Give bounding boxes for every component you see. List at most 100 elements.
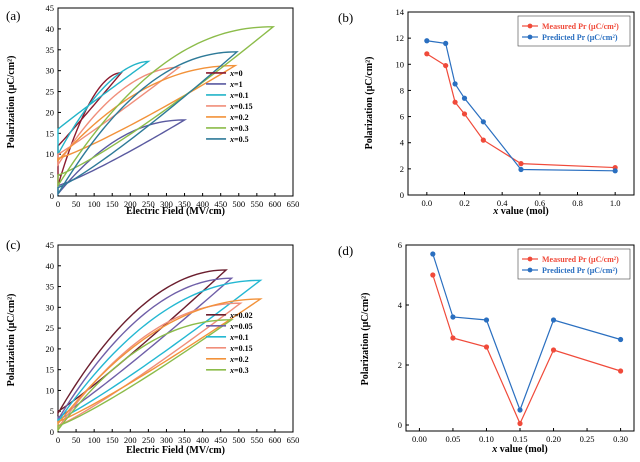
x-tick-label: 400 <box>196 199 209 209</box>
legend-value: =0.3 <box>234 366 249 375</box>
hysteresis-loop <box>57 71 123 186</box>
axis-unit: value (mol) <box>497 444 548 455</box>
legend-entry: x=0.2 <box>229 113 249 122</box>
legend-value: =0.1 <box>234 91 249 100</box>
axis-variable: x <box>491 444 497 455</box>
x-tick-label: 350 <box>178 435 191 445</box>
data-point <box>424 38 430 44</box>
legend-entry: x=0.05 <box>229 322 253 331</box>
y-tick-label: 10 <box>396 59 405 69</box>
legend-variable: x <box>229 322 234 331</box>
y-tick-label: 10 <box>46 149 55 159</box>
axis-unit: value (mol) <box>498 206 549 217</box>
data-point <box>517 407 523 413</box>
x-tick-label: 100 <box>88 435 101 445</box>
legend-entry: x=0.15 <box>229 344 253 353</box>
legend-value: =0.5 <box>234 135 249 144</box>
plot-frame <box>57 244 294 433</box>
data-point <box>518 166 524 173</box>
hysteresis-loop <box>57 279 263 424</box>
x-tick-label: 0.00 <box>412 434 427 444</box>
y-tick-label: 2 <box>398 360 402 370</box>
data-point <box>550 317 557 323</box>
x-tick-label: 0.25 <box>580 434 595 444</box>
series-line <box>426 40 616 172</box>
y-axis-label: Polarization (μC/cm²) <box>360 293 371 386</box>
legend-variable: x <box>229 311 234 320</box>
legend-value: =0 <box>234 69 243 78</box>
y-axis-label: Polarization (μC/cm²) <box>364 57 375 150</box>
y-tick-label: 10 <box>46 385 55 395</box>
y-axis-label: Polarization (μC/cm²) <box>6 294 17 387</box>
data-point <box>443 40 449 46</box>
x-tick-label: 600 <box>269 435 282 445</box>
data-point <box>550 347 557 353</box>
legend-entry: x=0.3 <box>229 366 249 375</box>
y-tick-label: 2 <box>400 164 404 174</box>
x-axis-label: Electric Field (MV/cm) <box>126 206 225 217</box>
data-point <box>461 111 468 117</box>
legend-box <box>517 15 631 47</box>
panel-label: (a) <box>6 8 20 23</box>
legend-variable: x <box>229 344 234 353</box>
data-point <box>617 336 624 343</box>
y-tick-label: 8 <box>400 85 404 95</box>
y-tick-label: 6 <box>398 240 402 250</box>
y-tick-label: 5 <box>50 170 54 180</box>
x-tick-label: 50 <box>72 199 81 209</box>
y-tick-label: 35 <box>46 282 55 292</box>
legend-variable: x <box>229 333 234 342</box>
x-tick-label: 50 <box>72 435 81 445</box>
data-point <box>612 168 618 174</box>
legend-entry: x=0.1 <box>229 333 249 342</box>
x-tick-label: 350 <box>178 199 191 209</box>
y-tick-label: 4 <box>400 138 405 148</box>
y-tick-label: 0 <box>50 191 54 201</box>
legend-entry: Predicted Pr (μC/cm²) <box>542 266 618 275</box>
x-tick-label: 650 <box>287 199 300 209</box>
plot-frame <box>407 11 635 196</box>
legend-value: =1 <box>234 80 243 89</box>
legend-entry: x=0.2 <box>229 355 249 364</box>
y-tick-label: 0 <box>50 427 54 437</box>
hysteresis-loop <box>57 277 234 422</box>
legend-box <box>517 248 631 280</box>
y-tick-label: 20 <box>46 107 55 117</box>
legend-entry: x=0 <box>229 69 243 78</box>
legend-entry: Measured Pr (μC/cm²) <box>542 22 619 31</box>
x-tick-label: 0.0 <box>422 198 433 208</box>
panel-a: 0 50 100 150 200 250 300 350 400 450 500 550 600 650 0… <box>6 3 299 217</box>
x-axis-label: Electric Field (MV/cm) <box>126 445 225 456</box>
panel-d: 0.00 0.05 0.10 0.15 0.20 0.25 0.30 0 2 4 6 x value … <box>338 240 635 455</box>
y-tick-label: 12 <box>396 33 405 43</box>
x-tick-label: 0.4 <box>497 198 508 208</box>
legend-entry: x=0.3 <box>229 124 249 133</box>
y-tick-label: 14 <box>396 7 405 17</box>
x-tick-label: 450 <box>214 199 227 209</box>
x-tick-label: 0.30 <box>613 434 628 444</box>
x-tick-label: 300 <box>160 435 173 445</box>
panel-label: (c) <box>6 237 20 252</box>
x-tick-label: 450 <box>214 435 227 445</box>
x-tick-label: 550 <box>250 435 263 445</box>
x-tick-label: 0.10 <box>479 434 494 444</box>
x-tick-label: 500 <box>232 199 245 209</box>
legend-value: =0.2 <box>234 113 249 122</box>
hysteresis-loop <box>57 319 234 432</box>
y-tick-label: 0 <box>398 420 402 430</box>
legend-variable: x <box>229 69 234 78</box>
hysteresis-loop <box>57 298 263 426</box>
hysteresis-loop <box>57 51 239 197</box>
y-tick-label: 25 <box>46 323 55 333</box>
legend-entry: x=0.02 <box>229 311 253 320</box>
y-tick-label: 15 <box>46 365 55 375</box>
y-tick-label: 30 <box>46 66 55 76</box>
x-tick-label: 0.8 <box>572 198 583 208</box>
x-tick-label: 0.20 <box>546 434 561 444</box>
x-tick-label: 200 <box>124 435 137 445</box>
legend-value: =0.2 <box>234 355 249 364</box>
data-point <box>518 161 524 167</box>
data-point <box>443 62 449 69</box>
y-tick-label: 0 <box>400 190 404 200</box>
